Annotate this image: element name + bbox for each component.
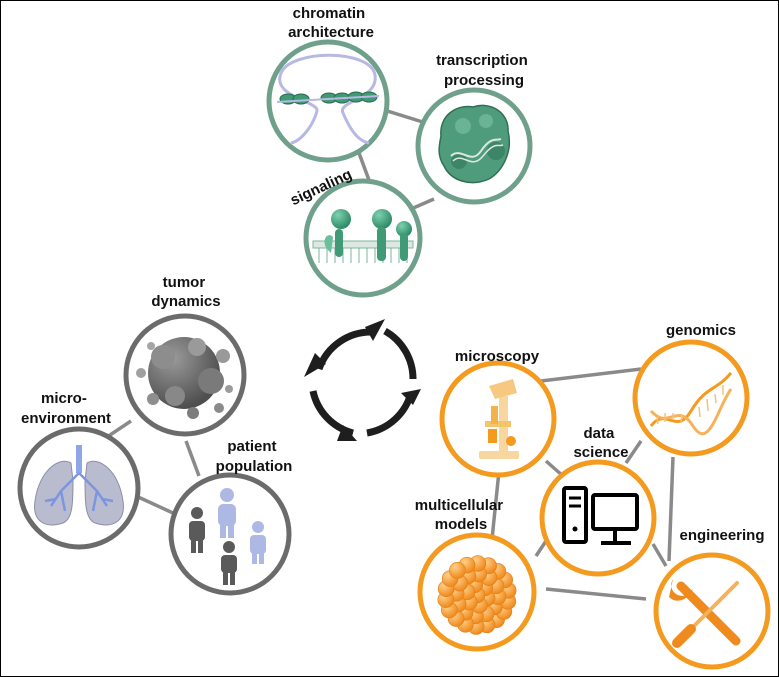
node-transcription [415,87,533,205]
label-microenv: micro- environment [21,390,111,427]
membrane-receptor-icon [312,209,414,263]
dna-helix-icon [649,372,733,436]
cycle-arrow-bottom [366,391,415,437]
node-patient [168,472,292,596]
cycle-arrow-bottom-head [401,389,421,405]
tools-icon [669,579,741,648]
people-icon [189,488,266,585]
microscope-icon [479,379,519,459]
cycle-arrow-top [315,328,374,371]
edge-tumor-patient [184,440,201,477]
edge-microscopy-genomics [540,367,642,383]
label-tumor: tumor dynamics [151,274,220,310]
edge-multicellular-engineering [545,587,647,601]
node-signaling [303,178,423,298]
edge-microenv-patient [135,494,174,515]
tumor-icon [136,337,233,419]
label-engineering: engineering [679,527,764,544]
edge-multicellular-datascience [534,540,548,557]
edge-genomics-engineering [667,456,675,562]
label-patient: patient population [216,438,293,475]
cycle-arrow-right [383,327,417,380]
cycle-arrow-right-head [365,319,385,341]
label-transcription: transcription processing [436,52,532,89]
label-datascience: data science [573,425,628,461]
node-engineering [653,552,771,670]
node-tumor [123,313,247,437]
label-chromatin: chromatin architecture [288,5,374,41]
node-microscopy [439,360,557,478]
cycle-arrow-left-head [337,425,357,441]
protein-complex-icon [438,104,510,184]
node-chromatin [266,39,390,163]
node-genomics [632,339,750,457]
label-genomics: genomics [666,322,736,339]
edges [100,107,675,601]
cycle-arrows-icon [304,319,421,441]
label-multicellular: multicellular models [415,497,508,533]
organoid-icon [437,555,517,635]
label-microscopy: microscopy [455,348,540,365]
cycle-arrow-left [309,390,355,437]
edge-genomics-datascience [624,440,643,464]
edge-transcription-signaling [410,197,435,211]
chromatin-icon [276,53,380,145]
computer-icon [562,486,639,545]
node-multicellular [417,532,537,652]
lungs-icon [34,445,124,526]
cycle-arrow-top-head [304,353,326,377]
organoid-cell [449,562,466,579]
node-microenv [17,426,141,550]
edge-datascience-engineering [651,543,668,567]
node-datascience [539,459,657,577]
